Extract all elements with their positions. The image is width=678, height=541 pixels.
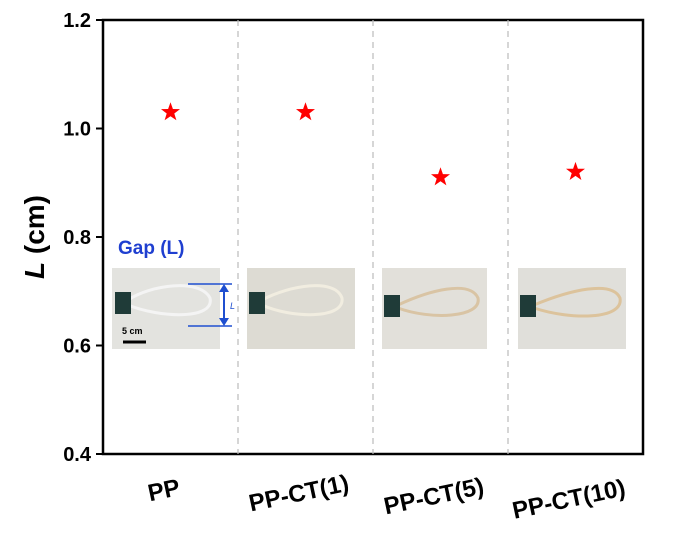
y-tick-label: 0.6	[63, 336, 91, 358]
star-marker	[296, 102, 315, 121]
inset-title: Gap (L)	[118, 238, 185, 259]
star-marker	[431, 167, 450, 186]
loop	[397, 286, 480, 317]
x-tick-label: PP	[145, 474, 182, 507]
y-tick-label: 1.2	[63, 10, 91, 32]
y-label-symbol: L	[19, 262, 50, 279]
star-marker	[161, 102, 180, 121]
x-tick-label: PP-CT(5)	[382, 473, 487, 520]
y-tick-label: 0.8	[63, 227, 91, 249]
clamp	[115, 292, 131, 314]
y-axis-label: L (cm)	[19, 195, 50, 279]
loop	[261, 284, 344, 317]
inset-photos: 5 cm L Gap (L)	[112, 238, 626, 349]
x-tick-label: PP-CT(10)	[510, 475, 628, 525]
loop	[533, 286, 622, 318]
x-tick-label: PP-CT(1)	[247, 470, 352, 517]
clamp	[384, 295, 400, 317]
star-marker	[566, 161, 585, 180]
y-tick-label: 1.0	[63, 119, 91, 141]
y-tick-label: 0.4	[63, 444, 92, 466]
clamp	[520, 295, 536, 317]
loop	[127, 284, 212, 317]
scale-bar-label: 5 cm	[122, 326, 143, 336]
y-label-unit: (cm)	[19, 195, 50, 254]
clamp	[249, 292, 265, 314]
gap-symbol: L	[230, 301, 235, 311]
